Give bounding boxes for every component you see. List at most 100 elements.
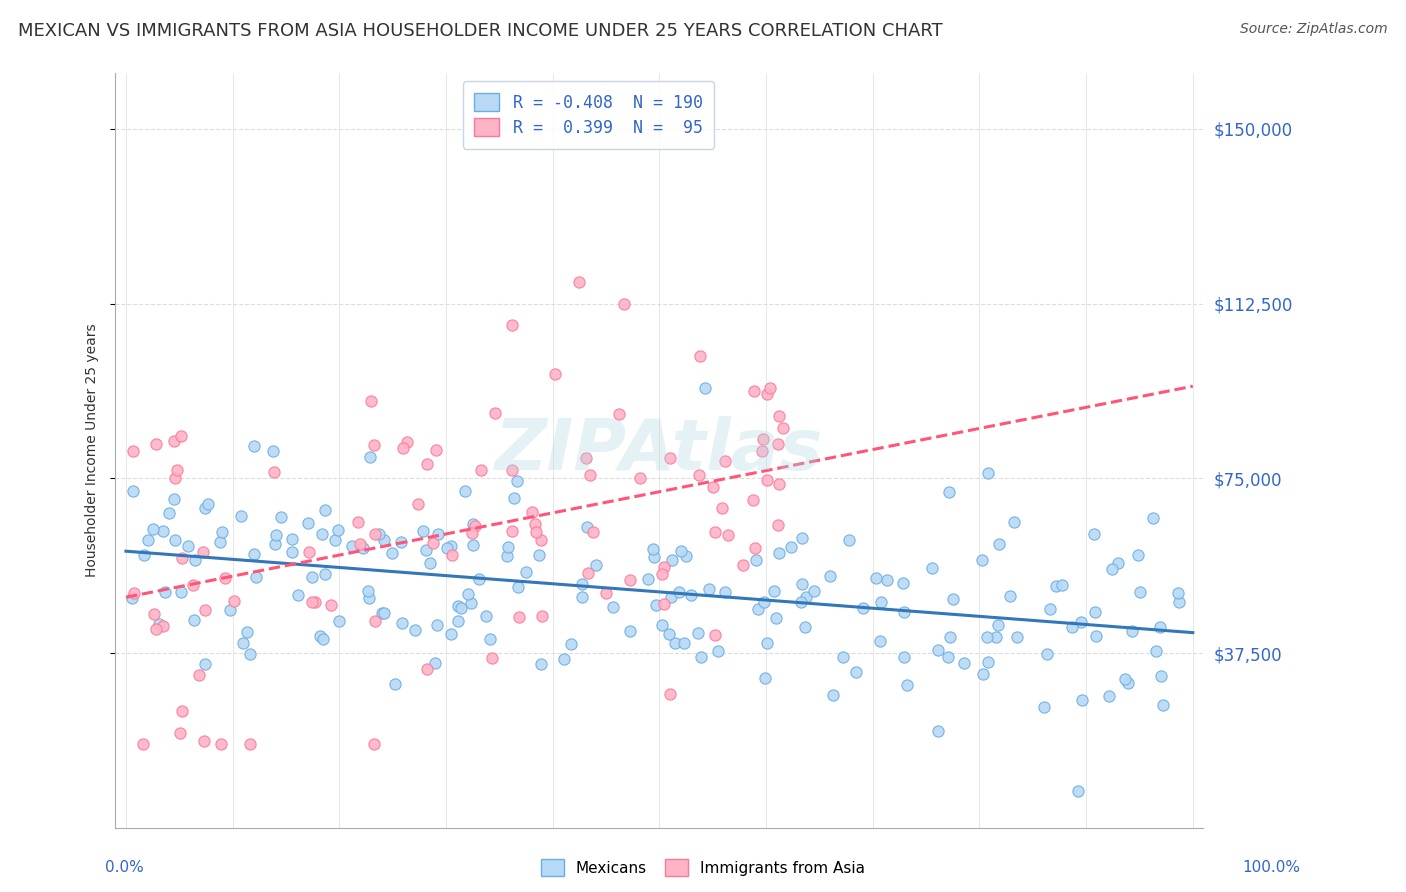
Point xyxy=(222,594,245,608)
Point xyxy=(987,537,1010,551)
Point xyxy=(998,590,1021,604)
Point xyxy=(595,586,617,600)
Point xyxy=(404,623,426,637)
Point xyxy=(440,539,463,553)
Point xyxy=(939,631,962,645)
Legend: Mexicans, Immigrants from Asia: Mexicans, Immigrants from Asia xyxy=(534,853,872,882)
Point xyxy=(742,384,765,399)
Point xyxy=(1166,586,1188,600)
Text: ZIPAtlas: ZIPAtlas xyxy=(495,416,824,485)
Point xyxy=(498,540,520,554)
Point xyxy=(143,607,166,621)
Point xyxy=(531,608,554,623)
Point xyxy=(515,565,537,579)
Point xyxy=(170,429,193,443)
Point xyxy=(145,437,167,451)
Point xyxy=(1050,578,1073,592)
Point xyxy=(568,275,591,289)
Point xyxy=(422,536,444,550)
Point xyxy=(1121,624,1143,638)
Point xyxy=(193,733,215,747)
Point xyxy=(1045,578,1067,592)
Point xyxy=(669,544,692,558)
Point xyxy=(425,443,447,458)
Point xyxy=(391,442,413,456)
Point xyxy=(803,584,825,599)
Point xyxy=(668,585,690,599)
Point xyxy=(756,636,779,650)
Point xyxy=(501,318,523,332)
Point xyxy=(582,524,605,539)
Point xyxy=(426,527,449,541)
Point xyxy=(893,649,915,664)
Point xyxy=(309,629,332,643)
Point xyxy=(645,598,668,612)
Point xyxy=(1005,630,1028,644)
Point xyxy=(122,444,145,458)
Point xyxy=(731,558,754,572)
Point xyxy=(688,467,710,482)
Point xyxy=(363,737,385,751)
Point xyxy=(675,549,697,563)
Point xyxy=(571,576,593,591)
Point xyxy=(790,576,813,591)
Point xyxy=(352,541,374,555)
Point xyxy=(197,497,219,511)
Point xyxy=(576,566,599,580)
Point xyxy=(1142,511,1164,525)
Point xyxy=(927,724,949,739)
Point xyxy=(865,570,887,584)
Point xyxy=(301,594,323,608)
Point xyxy=(177,539,200,553)
Point xyxy=(1067,783,1090,797)
Point xyxy=(364,527,387,541)
Point xyxy=(690,650,713,665)
Point xyxy=(457,587,479,601)
Point xyxy=(181,578,204,592)
Point xyxy=(520,505,543,519)
Point xyxy=(242,439,264,453)
Point xyxy=(747,602,769,616)
Point xyxy=(470,463,492,477)
Point xyxy=(304,595,326,609)
Point xyxy=(311,527,333,541)
Point xyxy=(1107,556,1129,570)
Point xyxy=(287,588,309,602)
Point xyxy=(686,625,709,640)
Point xyxy=(672,636,695,650)
Point xyxy=(152,619,174,633)
Point xyxy=(495,549,517,564)
Point xyxy=(652,559,675,574)
Point xyxy=(651,617,673,632)
Point xyxy=(1101,562,1123,576)
Point xyxy=(209,535,232,549)
Point xyxy=(752,432,775,446)
Point xyxy=(1062,620,1084,634)
Point xyxy=(613,297,636,311)
Point xyxy=(794,590,817,604)
Point xyxy=(527,548,550,562)
Point xyxy=(560,637,582,651)
Point xyxy=(238,647,260,661)
Point xyxy=(363,438,385,452)
Point xyxy=(501,524,523,538)
Point xyxy=(461,538,484,552)
Point xyxy=(1035,647,1057,661)
Point xyxy=(643,550,665,565)
Point xyxy=(1128,548,1150,562)
Point xyxy=(651,567,673,582)
Point xyxy=(575,520,598,534)
Point xyxy=(347,515,370,529)
Point xyxy=(419,556,441,570)
Point xyxy=(464,519,486,533)
Point xyxy=(553,652,575,666)
Point xyxy=(263,465,285,479)
Point xyxy=(384,677,406,691)
Point xyxy=(478,632,501,647)
Point xyxy=(717,528,740,542)
Point xyxy=(976,630,998,644)
Point xyxy=(165,533,187,547)
Point xyxy=(211,525,233,540)
Point xyxy=(166,463,188,477)
Point xyxy=(121,591,143,605)
